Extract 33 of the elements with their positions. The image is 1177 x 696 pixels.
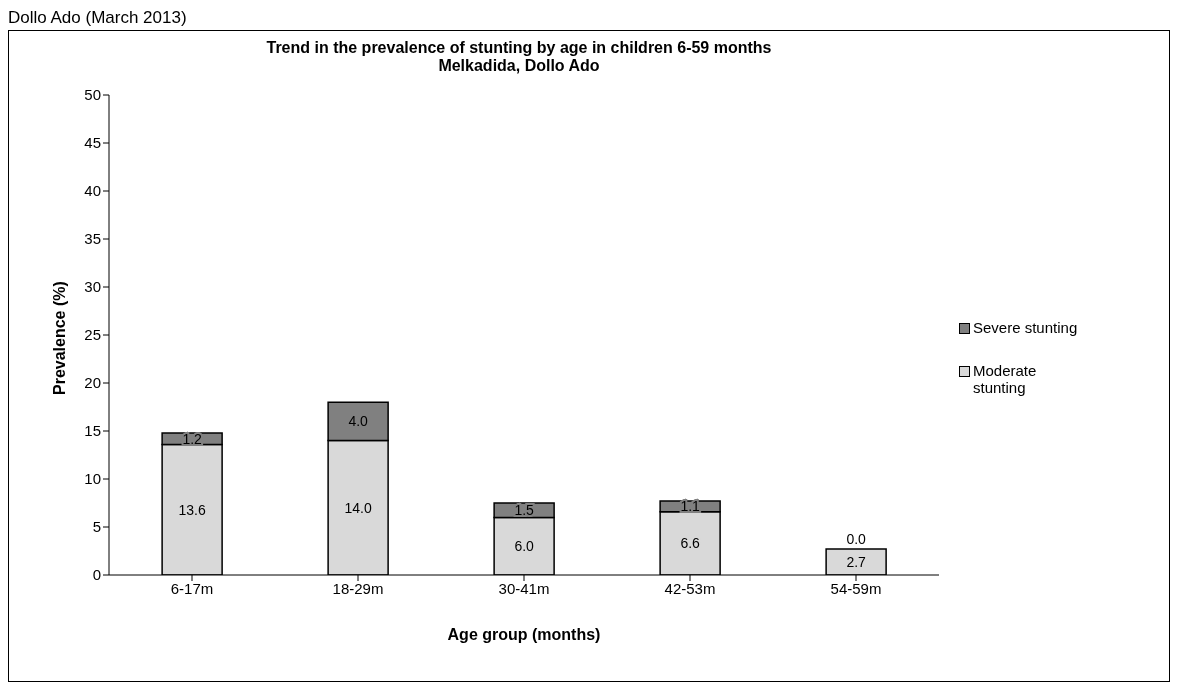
data-label: 0.0 [846, 531, 867, 548]
data-label: 6.0 [514, 538, 535, 555]
data-label: 2.7 [846, 554, 867, 571]
y-tick-label: 15 [84, 422, 101, 440]
data-label: 14.0 [344, 499, 372, 516]
y-tick-label: 20 [84, 374, 101, 392]
x-tick-label: 30-41m [498, 579, 550, 597]
y-tick-label: 40 [84, 182, 101, 200]
data-label: 1.2 [182, 430, 203, 447]
x-tick-label: 6-17m [170, 579, 214, 597]
y-axis-title: Prevalence (%) [50, 281, 68, 395]
y-tick-label: 30 [84, 278, 101, 296]
data-label: 6.6 [680, 535, 701, 552]
data-label: 4.0 [348, 413, 369, 430]
data-label: 1.5 [514, 502, 535, 519]
y-tick-label: 10 [84, 470, 101, 488]
data-label: 13.6 [178, 501, 206, 518]
y-tick-label: 5 [92, 518, 101, 536]
chart-title: Trend in the prevalence of stunting by age in children 6-59 months [265, 39, 773, 57]
legend-label: Moderate stunting [973, 361, 1038, 396]
x-tick-label: 18-29m [332, 579, 384, 597]
y-tick-label: 50 [84, 86, 101, 104]
y-tick-label: 25 [84, 326, 101, 344]
legend-label: Severe stunting [973, 318, 1079, 336]
data-label: 1.1 [680, 498, 701, 515]
x-tick-label: 42-53m [664, 579, 716, 597]
chart-subtitle: Melkadida, Dollo Ado [437, 57, 601, 75]
y-tick-label: 35 [84, 230, 101, 248]
y-tick-label: 0 [92, 566, 101, 584]
x-axis-title: Age group (months) [447, 626, 601, 643]
y-tick-label: 45 [84, 134, 101, 152]
text: Dollo Ado (March 2013) [8, 8, 188, 29]
x-tick-label: 54-59m [830, 579, 882, 597]
